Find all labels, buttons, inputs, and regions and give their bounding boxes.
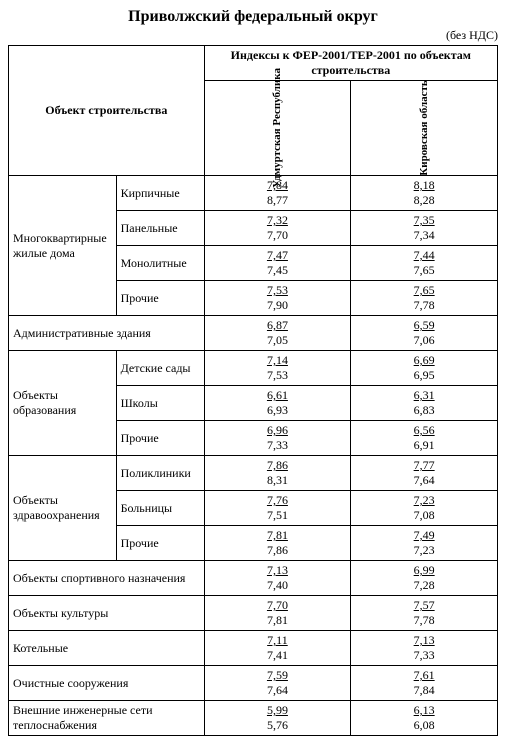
value-cell: 7,477,45 [204,246,351,281]
value-cell: 7,237,08 [351,491,498,526]
value-cell: 6,696,95 [351,351,498,386]
value-cell: 7,597,64 [204,666,351,701]
value-cell: 8,188,28 [351,176,498,211]
table-row: Очистные сооружения7,597,647,617,84 [9,666,498,701]
value-cell: 7,617,84 [351,666,498,701]
value-cell: 7,707,81 [204,596,351,631]
value-cell: 6,997,28 [351,561,498,596]
page-title: Приволжский федеральный округ [8,8,498,26]
category-cell: Внешние инженерные сети теплоснабжения [9,701,205,736]
subcategory-cell: Панельные [116,211,204,246]
subcategory-cell: Прочие [116,421,204,456]
value-cell: 7,577,78 [351,596,498,631]
value-cell: 7,777,64 [351,456,498,491]
category-cell: Объекты образования [9,351,117,456]
value-cell: 7,868,31 [204,456,351,491]
category-cell: Объекты здравоохранения [9,456,117,561]
table-row: Объекты спортивного назначения7,137,406,… [9,561,498,596]
subcategory-cell: Прочие [116,281,204,316]
value-cell: 5,995,76 [204,701,351,736]
table-row: Внешние инженерные сети теплоснабжения5,… [9,701,498,736]
header-col-0: Удмуртская Республика [204,81,351,176]
value-cell: 7,447,65 [351,246,498,281]
category-cell: Очистные сооружения [9,666,205,701]
value-cell: 7,137,40 [204,561,351,596]
category-cell: Объекты культуры [9,596,205,631]
value-cell: 7,117,41 [204,631,351,666]
header-col-1: Кировская область [351,81,498,176]
value-cell: 7,327,70 [204,211,351,246]
value-cell: 6,136,08 [351,701,498,736]
indices-table: Объект строительства Индексы к ФЕР-2001/… [8,45,498,736]
category-cell: Котельные [9,631,205,666]
subcategory-cell: Поликлиники [116,456,204,491]
header-indices: Индексы к ФЕР-2001/ТЕР-2001 по объектам … [204,46,497,81]
value-cell: 7,657,78 [351,281,498,316]
subcategory-cell: Детские сады [116,351,204,386]
value-cell: 6,566,91 [351,421,498,456]
value-cell: 6,597,06 [351,316,498,351]
subcategory-cell: Монолитные [116,246,204,281]
subcategory-cell: Кирпичные [116,176,204,211]
category-cell: Объекты спортивного назначения [9,561,205,596]
value-cell: 6,316,83 [351,386,498,421]
table-row: Объекты культуры7,707,817,577,78 [9,596,498,631]
header-object: Объект строительства [9,46,205,176]
value-cell: 7,137,33 [351,631,498,666]
value-cell: 7,817,86 [204,526,351,561]
value-cell: 7,357,34 [351,211,498,246]
subcategory-cell: Больницы [116,491,204,526]
category-cell: Многоквартирные жилые дома [9,176,117,316]
subcategory-cell: Школы [116,386,204,421]
table-row: Административные здания6,877,056,597,06 [9,316,498,351]
value-cell: 7,537,90 [204,281,351,316]
value-cell: 6,616,93 [204,386,351,421]
table-row: Многоквартирные жилые домаКирпичные7,848… [9,176,498,211]
category-cell: Административные здания [9,316,205,351]
value-cell: 7,497,23 [351,526,498,561]
table-row: Котельные7,117,417,137,33 [9,631,498,666]
table-row: Объекты здравоохраненияПоликлиники7,868,… [9,456,498,491]
subcategory-cell: Прочие [116,526,204,561]
value-cell: 7,147,53 [204,351,351,386]
vat-note: (без НДС) [8,28,498,43]
table-row: Объекты образованияДетские сады7,147,536… [9,351,498,386]
value-cell: 6,967,33 [204,421,351,456]
value-cell: 7,767,51 [204,491,351,526]
value-cell: 6,877,05 [204,316,351,351]
